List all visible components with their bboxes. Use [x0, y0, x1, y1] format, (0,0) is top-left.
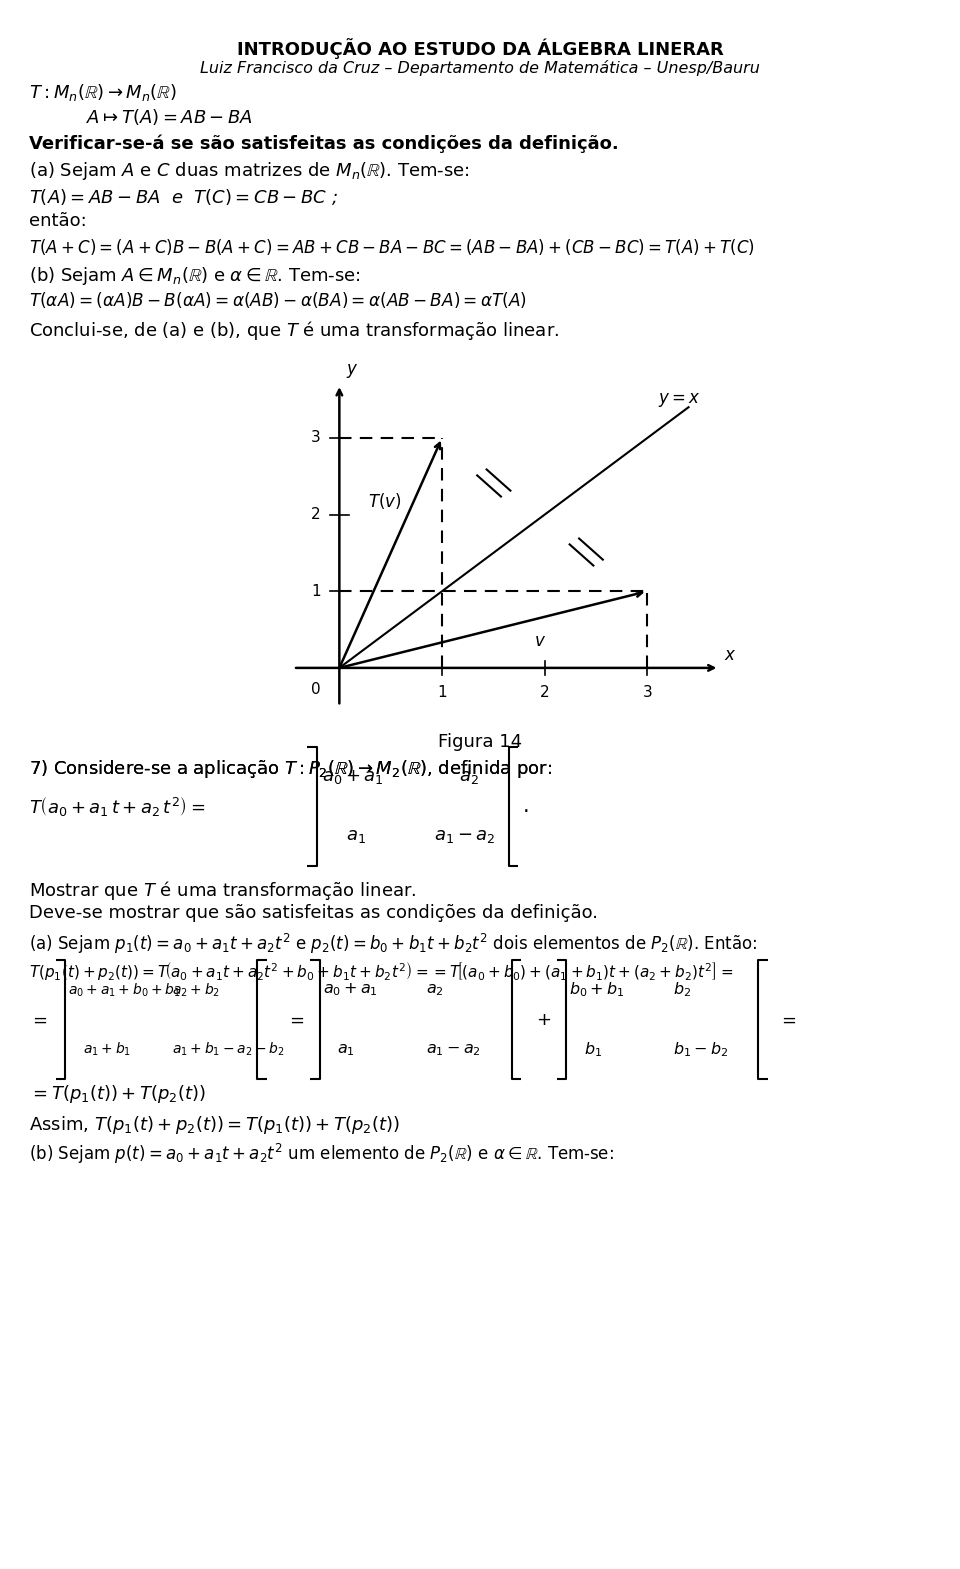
- Text: $T(\alpha A) = (\alpha A)B - B(\alpha A) = \alpha(AB) - \alpha(BA) = \alpha(AB-B: $T(\alpha A) = (\alpha A)B - B(\alpha A)…: [29, 290, 527, 311]
- Text: Assim, $T(p_1(t)+p_2(t)) = T(p_1(t))+T(p_2(t))$: Assim, $T(p_1(t)+p_2(t)) = T(p_1(t))+T(p…: [29, 1114, 400, 1136]
- Text: 2: 2: [540, 684, 549, 700]
- Text: $A \mapsto T(A) = AB - BA$: $A \mapsto T(A) = AB - BA$: [86, 107, 253, 127]
- Text: $y=x$: $y=x$: [658, 391, 701, 410]
- Text: $b_0+b_1$: $b_0+b_1$: [569, 981, 625, 999]
- Text: $a_2$: $a_2$: [459, 767, 479, 786]
- Text: 0: 0: [311, 681, 321, 697]
- Text: $T\left(a_0 + a_1\,t + a_2\,t^2\right) = $: $T\left(a_0 + a_1\,t + a_2\,t^2\right) =…: [29, 795, 205, 819]
- Text: 2: 2: [311, 507, 321, 522]
- Text: (a) Sejam $p_1(t) = a_0 + a_1 t + a_2 t^2$ e $p_2(t) = b_0 + b_1 t + b_2 t^2$ do: (a) Sejam $p_1(t) = a_0 + a_1 t + a_2 t^…: [29, 932, 757, 956]
- Text: .: .: [523, 797, 530, 816]
- Text: $b_1$: $b_1$: [584, 1040, 602, 1059]
- Text: (a) Sejam $A$ e $C$ duas matrizes de $M_n(\mathbb{R})$. Tem-se:: (a) Sejam $A$ e $C$ duas matrizes de $M_…: [29, 160, 469, 182]
- Text: Verificar-se-á se são satisfeitas as condições da definição.: Verificar-se-á se são satisfeitas as con…: [29, 135, 618, 154]
- Text: Figura 14: Figura 14: [438, 733, 522, 750]
- Text: $=$: $=$: [286, 1010, 304, 1029]
- Text: então:: então:: [29, 212, 86, 229]
- Text: (b) Sejam $A \in M_n(\mathbb{R})$ e $\alpha \in \mathbb{R}$. Tem-se:: (b) Sejam $A \in M_n(\mathbb{R})$ e $\al…: [29, 265, 360, 287]
- Text: $y$: $y$: [346, 362, 358, 380]
- Text: $a_1-a_2$: $a_1-a_2$: [426, 1042, 481, 1058]
- Text: $a_0+a_1$: $a_0+a_1$: [322, 767, 383, 786]
- Text: $b_1-b_2$: $b_1-b_2$: [673, 1040, 729, 1059]
- Text: (b) Sejam $p(t) = a_0 + a_1 t + a_2 t^2$ um elemento de $P_2(\mathbb{R})$ e $\al: (b) Sejam $p(t) = a_0 + a_1 t + a_2 t^2$…: [29, 1142, 613, 1166]
- Text: $T(A) = AB - BA$  e  $T(C) = CB - BC$ ;: $T(A) = AB - BA$ e $T(C) = CB - BC$ ;: [29, 187, 338, 207]
- Text: $x$: $x$: [725, 646, 737, 664]
- Text: Deve-se mostrar que são satisfeitas as condições da definição.: Deve-se mostrar que são satisfeitas as c…: [29, 904, 598, 921]
- Text: $T(p_1(t)+p_2(t)) = T\!\left(a_0+a_1t+a_2t^2+b_0+b_1t+b_2t^2\right) = = T\!\left: $T(p_1(t)+p_2(t)) = T\!\left(a_0+a_1t+a_…: [29, 960, 733, 982]
- Text: $=$: $=$: [778, 1010, 796, 1029]
- Text: INTRODUÇÃO AO ESTUDO DA ÁLGEBRA LINERAR: INTRODUÇÃO AO ESTUDO DA ÁLGEBRA LINERAR: [236, 38, 724, 58]
- Text: $a_2+b_2$: $a_2+b_2$: [172, 981, 220, 999]
- Text: $a_0+a_1$: $a_0+a_1$: [323, 982, 377, 998]
- Text: 3: 3: [642, 684, 652, 700]
- Text: $a_1+b_1$: $a_1+b_1$: [83, 1040, 131, 1059]
- Text: $a_1+b_1-a_2-b_2$: $a_1+b_1-a_2-b_2$: [172, 1040, 284, 1059]
- Text: $a_0+a_1+b_0+b_1$: $a_0+a_1+b_0+b_1$: [68, 981, 180, 999]
- Text: $T(A+C) = (A+C)B - B(A+C) = AB + CB - BA - BC = (AB-BA)+(CB-BC) = T(A)+T(C)$: $T(A+C) = (A+C)B - B(A+C) = AB + CB - BA…: [29, 237, 755, 257]
- Text: 1: 1: [311, 584, 321, 599]
- Text: Luiz Francisco da Cruz – Departamento de Matemática – Unesp/Bauru: Luiz Francisco da Cruz – Departamento de…: [200, 60, 760, 75]
- Text: $b_2$: $b_2$: [673, 981, 691, 999]
- Text: $=$: $=$: [29, 1010, 47, 1029]
- Text: $T(v)$: $T(v)$: [368, 491, 401, 511]
- Text: $a_1-a_2$: $a_1-a_2$: [434, 827, 495, 846]
- Text: 7) Considere-se a aplicação $T : P_2(\mathbb{R}) \rightarrow M_2(\mathbb{R})$, d: 7) Considere-se a aplicação $T : P_2(\ma…: [29, 758, 552, 780]
- Text: 1: 1: [437, 684, 446, 700]
- Text: $v$: $v$: [535, 632, 546, 651]
- Text: $a_1$: $a_1$: [337, 1042, 355, 1058]
- Text: 7) Considere-se a aplicação $T : P_2(\mathbb{R}) \rightarrow M_2(\mathbb{R})$, d: 7) Considere-se a aplicação $T : P_2(\ma…: [29, 758, 552, 780]
- Text: $a_2$: $a_2$: [426, 982, 444, 998]
- Text: Conclui-se, de (a) e (b), que $T$ é uma transformação linear.: Conclui-se, de (a) e (b), que $T$ é uma …: [29, 319, 559, 342]
- Text: $a_1$: $a_1$: [346, 827, 366, 846]
- Text: 3: 3: [311, 430, 321, 446]
- Text: $+$: $+$: [536, 1010, 551, 1029]
- Text: Mostrar que $T$ é uma transformação linear.: Mostrar que $T$ é uma transformação line…: [29, 879, 416, 902]
- Text: $T : M_n(\mathbb{R}) \rightarrow M_n(\mathbb{R})$: $T : M_n(\mathbb{R}) \rightarrow M_n(\ma…: [29, 82, 177, 102]
- Text: $= T(p_1(t))+T(p_2(t))$: $= T(p_1(t))+T(p_2(t))$: [29, 1083, 205, 1105]
